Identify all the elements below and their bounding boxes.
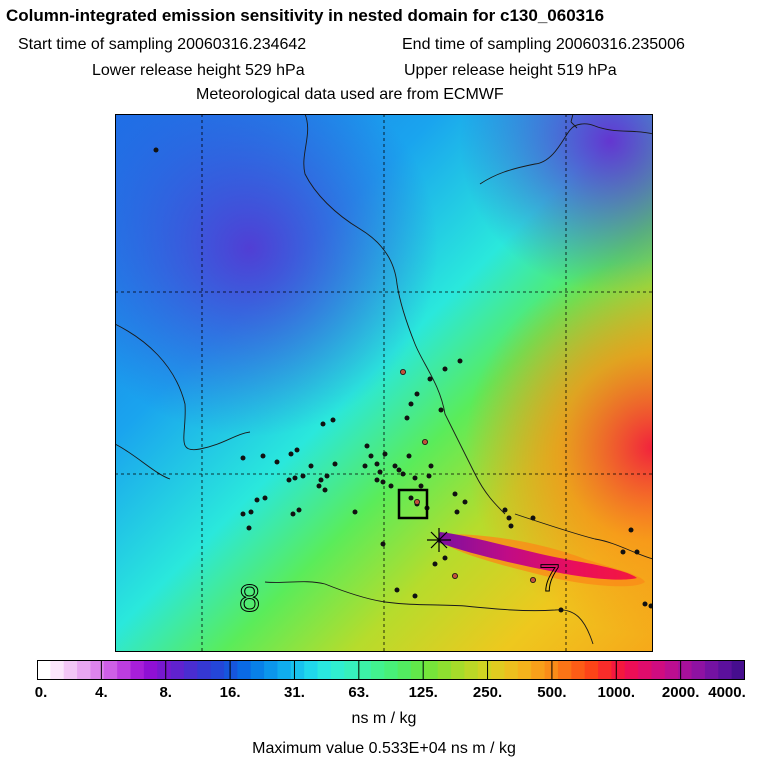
colorbar-cell: [598, 660, 613, 680]
colorbar-cell: [517, 660, 532, 680]
colorbar-cell: [397, 660, 412, 680]
colorbar-cell: [290, 660, 305, 680]
colorbar-cell: [571, 660, 586, 680]
colorbar-cell: [437, 660, 452, 680]
colorbar-cell: [611, 660, 626, 680]
colorbar-cell: [237, 660, 252, 680]
colorbar-tick-label: 63.: [348, 684, 370, 701]
colorbar-cell: [210, 660, 225, 680]
colorbar-cell: [477, 660, 492, 680]
colorbar-tick-label: 16.: [219, 684, 241, 701]
colorbar-cell: [330, 660, 345, 680]
colorbar-cell: [63, 660, 78, 680]
emission-plume: [437, 532, 637, 580]
coastlines: [115, 114, 653, 645]
colorbar-cell: [464, 660, 479, 680]
colorbar-cell: [731, 660, 745, 680]
figure-title: Column-integrated emission sensitivity i…: [6, 6, 605, 25]
colorbar-tick-label: 31.: [284, 684, 305, 701]
colorbar-tick-label: 1000.: [597, 684, 636, 701]
colorbar-tick-label: 4000.: [708, 684, 746, 701]
colorbar-cell: [451, 660, 466, 680]
contour-label-7: 7: [539, 558, 560, 600]
colorbar-cell: [691, 660, 706, 680]
colorbar: [37, 660, 745, 680]
colorbar-cell: [157, 660, 172, 680]
colorbar-tick-label: 125.: [408, 684, 438, 701]
colorbar-tick-label: 8.: [159, 684, 172, 701]
end-time-label: End time of sampling 20060316.235006: [402, 36, 685, 53]
colorbar-cell: [224, 660, 238, 680]
colorbar-cell: [130, 660, 145, 680]
colorbar-cell: [37, 660, 51, 680]
lower-release-label: Lower release height 529 hPa: [92, 62, 305, 79]
colorbar-cell: [143, 660, 158, 680]
colorbar-tick-label: 4.: [95, 684, 108, 701]
colorbar-cell: [718, 660, 733, 680]
colorbar-cell: [357, 660, 372, 680]
start-time-label: Start time of sampling 20060316.234642: [18, 36, 307, 53]
colorbar-cell: [277, 660, 292, 680]
colorbar-cell: [678, 660, 693, 680]
met-data-label: Meteorological data used are from ECMWF: [196, 86, 504, 103]
colorbar-tick-label: 0.: [34, 684, 48, 701]
colorbar-cell: [183, 660, 198, 680]
colorbar-tick-label: 250.: [472, 684, 503, 701]
highlighted-points: [399, 368, 536, 583]
colorbar-cell: [250, 660, 265, 680]
colorbar-cell: [424, 660, 439, 680]
colorbar-cell: [664, 660, 679, 680]
colorbar-cell: [504, 660, 519, 680]
colorbar-cell: [117, 660, 132, 680]
colorbar-cell: [50, 660, 65, 680]
colorbar-cell: [531, 660, 546, 680]
colorbar-cell: [304, 660, 319, 680]
colorbar-cell: [370, 660, 385, 680]
colorbar-cell: [384, 660, 399, 680]
maximum-value-label: Maximum value 0.533E+04 ns m / kg: [252, 740, 516, 757]
release-location-marker: [427, 528, 451, 552]
colorbar-cell: [584, 660, 599, 680]
colorbar-tick-label: 2000.: [661, 684, 700, 701]
colorbar-cell: [624, 660, 639, 680]
colorbar-cell: [197, 660, 212, 680]
colorbar-cell: [77, 660, 92, 680]
upper-release-label: Upper release height 519 hPa: [404, 62, 617, 79]
colorbar-cell: [411, 660, 425, 680]
colorbar-cell: [317, 660, 332, 680]
colorbar-cell: [557, 660, 572, 680]
colorbar-cell: [264, 660, 279, 680]
colorbar-cell: [170, 660, 185, 680]
trajectory-points: [153, 147, 653, 613]
colorbar-cell: [651, 660, 666, 680]
receptor-box: [397, 488, 429, 520]
colorbar-cell: [344, 660, 359, 680]
sensitivity-map: 8 7: [115, 114, 653, 652]
colorbar-cell: [638, 660, 653, 680]
colorbar-cell: [704, 660, 719, 680]
colorbar-cell: [90, 660, 105, 680]
colorbar-cell: [491, 660, 506, 680]
map-frame: [115, 114, 653, 652]
contour-label-8: 8: [239, 578, 260, 620]
colorbar-tick-label: 500.: [537, 684, 567, 701]
colorbar-cell: [103, 660, 118, 680]
colorbar-units: ns m / kg: [351, 710, 417, 727]
